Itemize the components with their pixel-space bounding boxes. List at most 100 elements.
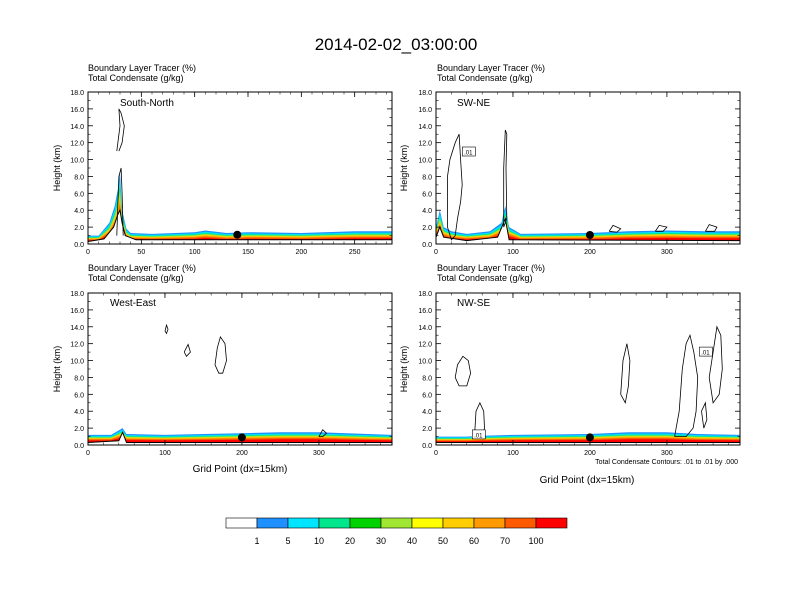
condensate-contour — [214, 335, 227, 374]
location-marker — [233, 230, 242, 239]
y-tick-label: 2.0 — [74, 426, 84, 433]
y-tick-label: 2.0 — [422, 225, 432, 232]
y-tick-label: 4.0 — [74, 208, 84, 215]
y-tick-label: 14.0 — [70, 325, 84, 332]
colorbar-swatch — [318, 517, 351, 529]
colorbar-swatch — [411, 517, 444, 529]
colorbar-level-label: 1 — [254, 536, 259, 546]
panel-south-north: Boundary Layer Tracer (%) Total Condensa… — [52, 63, 393, 256]
panel-nw-se: Boundary Layer Tracer (%) Total Condensa… — [399, 263, 741, 486]
y-tick-label: 12.0 — [70, 342, 84, 349]
y-tick-label: 8.0 — [422, 174, 432, 181]
y-tick-label: 0.0 — [74, 242, 84, 249]
y-tick-label: 14.0 — [418, 325, 432, 332]
plot-background — [436, 293, 740, 445]
x-tick-label: 200 — [236, 450, 248, 457]
y-tick-label: 12.0 — [70, 141, 84, 148]
colorbar: 1 5 10 20 30 40 50 60 70 100 — [225, 517, 568, 546]
x-tick-label: 200 — [584, 450, 596, 457]
condensate-contour — [454, 355, 472, 387]
y-tick-label: 4.0 — [74, 409, 84, 416]
y-tick-label: 6.0 — [422, 392, 432, 399]
cross-section-label: South-North — [120, 98, 174, 109]
panel-subtitle-condensate: Total Condensate (g/kg) — [437, 273, 533, 283]
y-tick-label: 8.0 — [74, 174, 84, 181]
plot-background — [88, 92, 392, 244]
x-tick-label: 300 — [313, 450, 325, 457]
colorbar-level-label: 40 — [407, 536, 417, 546]
y-tick-label: 6.0 — [74, 191, 84, 198]
x-axis-label: Grid Point (dx=15km) — [193, 464, 288, 475]
y-tick-label: 6.0 — [422, 191, 432, 198]
condensate-contour — [608, 224, 622, 233]
y-tick-label: 14.0 — [418, 124, 432, 131]
y-tick-label: 14.0 — [70, 124, 84, 131]
condensate-contour — [708, 325, 723, 404]
y-axis-label: Height (km) — [399, 145, 409, 192]
y-tick-label: 8.0 — [422, 375, 432, 382]
colorbar-level-label: 60 — [469, 536, 479, 546]
colorbar-swatch — [225, 517, 258, 529]
x-tick-label: 50 — [137, 249, 145, 256]
condensate-contour — [116, 108, 125, 152]
y-tick-label: 4.0 — [422, 409, 432, 416]
y-tick-label: 18.0 — [418, 90, 432, 97]
panel-subtitle-tracer: Boundary Layer Tracer (%) — [437, 63, 545, 73]
x-tick-label: 0 — [86, 249, 90, 256]
y-tick-label: 16.0 — [418, 308, 432, 315]
colorbar-level-label: 10 — [314, 536, 324, 546]
x-tick-label: 100 — [159, 450, 171, 457]
condensate-contour — [164, 323, 169, 335]
colorbar-swatch — [287, 517, 320, 529]
condensate-contour — [447, 134, 463, 241]
location-marker — [237, 433, 246, 442]
condensate-contour — [701, 401, 708, 429]
colorbar-swatch — [349, 517, 382, 529]
colorbar-swatch — [380, 517, 413, 529]
panel-subtitle-tracer: Boundary Layer Tracer (%) — [437, 263, 545, 273]
plot-area: 0.0 2.0 4.0 6.0 8.0 10.0 12.0 14.0 16.0 18.0 0 50 10… — [70, 90, 393, 256]
plot-background — [436, 92, 740, 244]
panel-subtitle-condensate: Total Condensate (g/kg) — [437, 73, 533, 83]
panel-subtitle-condensate: Total Condensate (g/kg) — [88, 73, 184, 83]
cross-section-label: NW-SE — [457, 298, 490, 309]
y-tick-label: 16.0 — [70, 308, 84, 315]
cross-section-label: West-East — [110, 298, 156, 309]
figure-title: 2014-02-02_03:00:00 — [315, 35, 478, 54]
contour-label-box — [471, 429, 486, 440]
colorbar-level-label: 100 — [528, 536, 543, 546]
x-tick-label: 250 — [349, 249, 361, 256]
contour-label-box — [461, 146, 476, 157]
y-tick-label: 10.0 — [418, 158, 432, 165]
colorbar-swatch — [473, 517, 506, 529]
y-tick-label: 6.0 — [74, 392, 84, 399]
y-tick-label: 10.0 — [418, 359, 432, 366]
colorbar-swatch — [442, 517, 475, 529]
y-tick-label: 12.0 — [418, 141, 432, 148]
x-tick-label: 100 — [507, 450, 519, 457]
colorbar-swatch — [504, 517, 537, 529]
y-tick-label: 2.0 — [74, 225, 84, 232]
condensate-contour — [116, 167, 124, 236]
y-tick-label: 16.0 — [70, 107, 84, 114]
y-axis-label: Height (km) — [52, 346, 62, 393]
x-tick-label: 300 — [661, 249, 673, 256]
condensate-contour — [705, 224, 718, 232]
x-tick-label: 200 — [295, 249, 307, 256]
cross-section-label: SW-NE — [457, 98, 490, 109]
y-tick-label: 10.0 — [70, 158, 84, 165]
colorbar-level-label: 5 — [285, 536, 290, 546]
panel-subtitle-tracer: Boundary Layer Tracer (%) — [88, 63, 196, 73]
y-axis-label: Height (km) — [52, 145, 62, 192]
y-tick-label: 18.0 — [70, 291, 84, 298]
panel-subtitle-condensate: Total Condensate (g/kg) — [88, 273, 184, 283]
y-tick-label: 10.0 — [70, 359, 84, 366]
condensate-contour — [503, 129, 508, 228]
condensate-contour — [674, 333, 699, 438]
contour-note: Total Condensate Contours: .01 to .01 by… — [595, 459, 738, 466]
x-tick-label: 0 — [434, 450, 438, 457]
colorbar-swatch — [256, 517, 289, 529]
condensate-contour — [318, 429, 328, 438]
colorbar-level-label: 20 — [345, 536, 355, 546]
